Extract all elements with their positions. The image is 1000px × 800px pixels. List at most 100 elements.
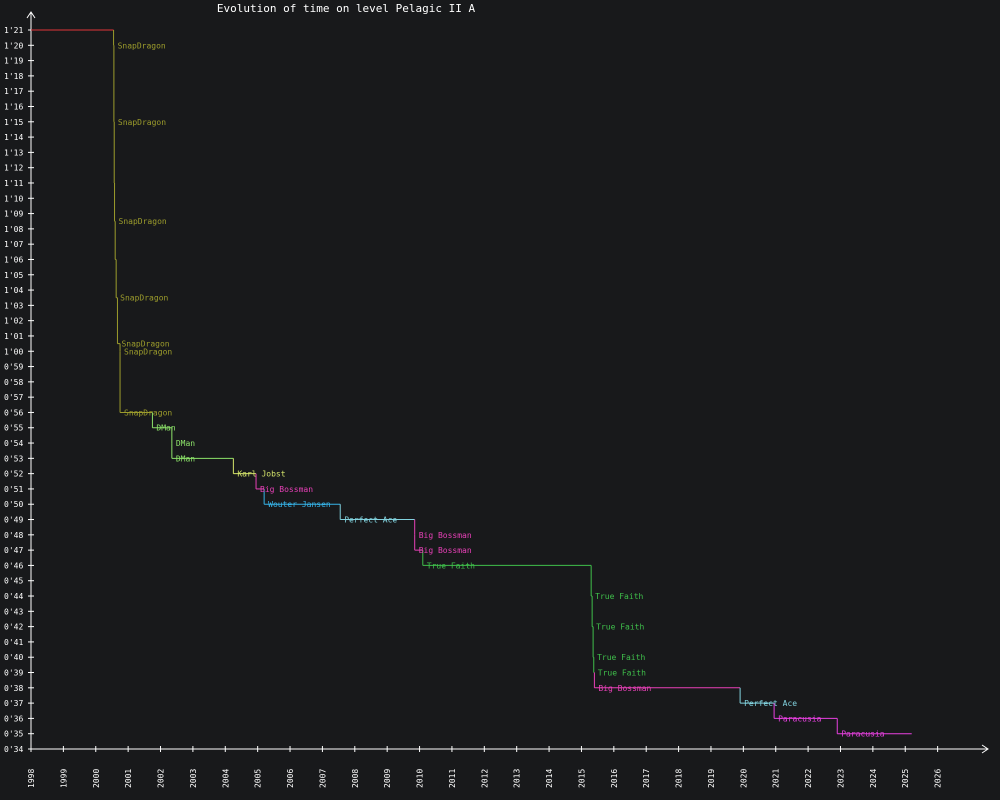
record-label: Big Bossman bbox=[419, 546, 472, 555]
x-tick-label: 1999 bbox=[59, 769, 68, 788]
x-tick-label: 2008 bbox=[351, 769, 360, 788]
y-tick-label: 1'17 bbox=[4, 87, 23, 96]
y-tick-label: 0'44 bbox=[4, 592, 23, 601]
y-tick-label: 1'04 bbox=[4, 286, 23, 295]
x-tick-label: 2021 bbox=[772, 769, 781, 788]
record-label: SnapDragon bbox=[118, 118, 166, 127]
y-axis-ticks: 0'34 0'35 0'36 0'37 0'38 0'39 0'40 0'41 0'42 0'43… bbox=[4, 26, 34, 754]
y-tick-label: 0'43 bbox=[4, 607, 23, 616]
record-label: Paracusia bbox=[841, 730, 885, 739]
y-tick-label: 0'47 bbox=[4, 546, 23, 555]
record-label: Big Bossman bbox=[260, 485, 313, 494]
x-tick-label: 2015 bbox=[577, 769, 586, 788]
y-tick-label: 1'18 bbox=[4, 72, 23, 81]
x-tick-label: 2012 bbox=[480, 769, 489, 788]
record-label: DMan bbox=[176, 439, 195, 448]
x-axis-ticks: 1998 1999 2000 2001 2002 2003 2004 2005 2006 2007… bbox=[27, 746, 943, 788]
x-tick-label: 1998 bbox=[27, 769, 36, 788]
y-tick-label: 0'46 bbox=[4, 561, 23, 570]
y-tick-label: 0'39 bbox=[4, 669, 23, 678]
record-label: Wouter Jansen bbox=[268, 500, 331, 509]
x-tick-label: 2005 bbox=[254, 769, 263, 788]
y-tick-label: 1'05 bbox=[4, 271, 23, 280]
record-label: DMan bbox=[176, 454, 195, 463]
y-tick-label: 1'11 bbox=[4, 179, 23, 188]
y-tick-label: 0'56 bbox=[4, 408, 23, 417]
x-tick-label: 2018 bbox=[675, 769, 684, 788]
x-tick-label: 2014 bbox=[545, 769, 554, 788]
y-tick-label: 0'40 bbox=[4, 653, 23, 662]
record-label: True Faith bbox=[598, 669, 646, 678]
y-tick-label: 1'14 bbox=[4, 133, 23, 142]
x-tick-label: 2020 bbox=[739, 769, 748, 788]
x-tick-label: 2026 bbox=[934, 769, 943, 788]
x-tick-label: 2024 bbox=[869, 769, 878, 788]
y-tick-label: 0'57 bbox=[4, 393, 23, 402]
y-tick-label: 1'21 bbox=[4, 26, 23, 35]
chart-title: Evolution of time on level Pelagic II A bbox=[217, 2, 476, 15]
record-label: Karl Jobst bbox=[237, 470, 285, 479]
y-tick-label: 0'54 bbox=[4, 439, 23, 448]
y-tick-label: 1'10 bbox=[4, 194, 23, 203]
record-label: Perfect Ace bbox=[344, 516, 397, 525]
y-tick-label: 0'53 bbox=[4, 454, 23, 463]
x-axis-arrow bbox=[981, 744, 989, 754]
y-tick-label: 1'08 bbox=[4, 225, 23, 234]
y-tick-label: 0'51 bbox=[4, 485, 23, 494]
x-tick-label: 2003 bbox=[189, 769, 198, 788]
record-label: True Faith bbox=[427, 561, 475, 570]
x-tick-label: 2013 bbox=[513, 769, 522, 788]
x-tick-label: 2004 bbox=[221, 769, 230, 788]
x-tick-label: 2009 bbox=[383, 769, 392, 788]
x-tick-label: 2007 bbox=[318, 769, 327, 788]
y-tick-label: 0'50 bbox=[4, 500, 23, 509]
x-tick-label: 2025 bbox=[901, 769, 910, 788]
x-tick-label: 2010 bbox=[416, 769, 425, 788]
record-label: Big Bossman bbox=[419, 531, 472, 540]
y-tick-label: 0'34 bbox=[4, 745, 23, 754]
y-tick-label: 1'16 bbox=[4, 102, 23, 111]
y-tick-label: 1'03 bbox=[4, 301, 23, 310]
y-tick-label: 1'19 bbox=[4, 57, 23, 66]
record-label: True Faith bbox=[597, 653, 645, 662]
y-tick-label: 1'13 bbox=[4, 148, 23, 157]
record-label: SnapDragon bbox=[124, 347, 172, 356]
record-label: SnapDragon bbox=[121, 340, 169, 349]
y-tick-label: 0'38 bbox=[4, 684, 23, 693]
record-label: SnapDragon bbox=[120, 294, 168, 303]
record-label: SnapDragon bbox=[124, 408, 172, 417]
x-tick-label: 2017 bbox=[642, 769, 651, 788]
y-axis-arrow bbox=[26, 11, 36, 19]
y-tick-label: 1'02 bbox=[4, 317, 23, 326]
y-tick-label: 0'35 bbox=[4, 730, 23, 739]
x-tick-label: 2001 bbox=[124, 769, 133, 788]
x-tick-label: 2019 bbox=[707, 769, 716, 788]
y-tick-label: 1'01 bbox=[4, 332, 23, 341]
y-tick-label: 1'12 bbox=[4, 164, 23, 173]
y-tick-label: 0'59 bbox=[4, 363, 23, 372]
x-tick-label: 2022 bbox=[804, 769, 813, 788]
record-label: SnapDragon bbox=[118, 41, 166, 50]
x-tick-label: 2023 bbox=[836, 769, 845, 788]
y-tick-label: 1'00 bbox=[4, 347, 23, 356]
y-tick-label: 0'58 bbox=[4, 378, 23, 387]
record-labels: SnapDragonSnapDragonSnapDragonSnapDragon… bbox=[118, 41, 885, 738]
x-tick-label: 2016 bbox=[610, 769, 619, 788]
y-tick-label: 0'48 bbox=[4, 531, 23, 540]
y-tick-label: 0'36 bbox=[4, 714, 23, 723]
y-tick-label: 1'06 bbox=[4, 255, 23, 264]
y-tick-label: 1'09 bbox=[4, 210, 23, 219]
x-tick-label: 2006 bbox=[286, 769, 295, 788]
y-tick-label: 0'42 bbox=[4, 623, 23, 632]
record-series bbox=[31, 29, 912, 735]
y-tick-label: 0'37 bbox=[4, 699, 23, 708]
record-label: DMan bbox=[156, 424, 175, 433]
x-tick-label: 2002 bbox=[157, 769, 166, 788]
y-tick-label: 0'45 bbox=[4, 577, 23, 586]
y-tick-label: 1'07 bbox=[4, 240, 23, 249]
y-tick-label: 0'41 bbox=[4, 638, 23, 647]
record-label: Paracusia bbox=[778, 714, 822, 723]
y-tick-label: 1'15 bbox=[4, 118, 23, 127]
y-tick-label: 0'49 bbox=[4, 516, 23, 525]
